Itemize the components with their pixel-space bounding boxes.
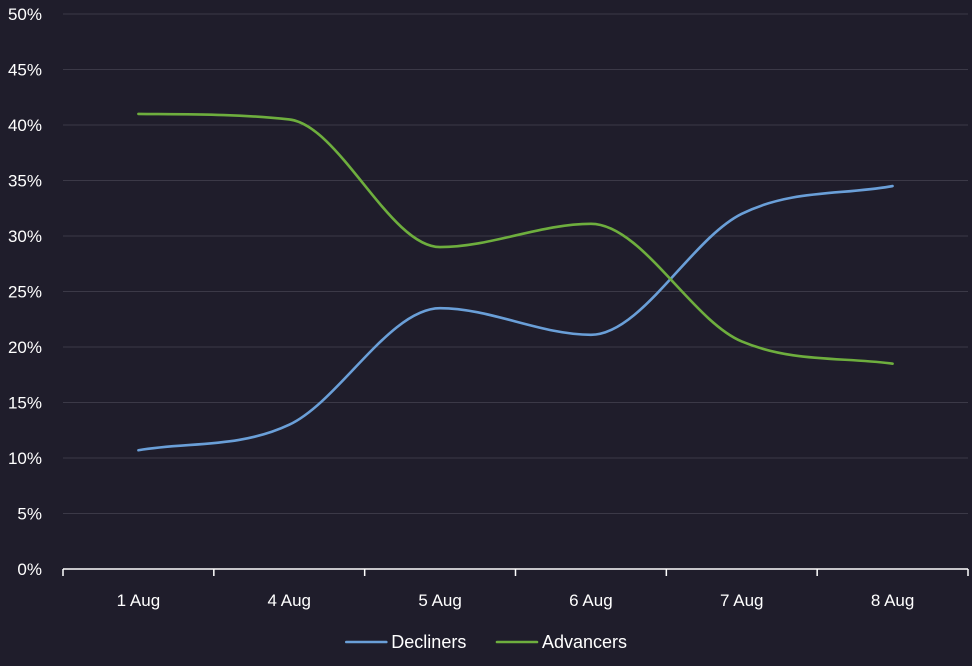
- series-line-decliners: [137, 184, 894, 452]
- y-tick-label: 45%: [8, 61, 42, 80]
- y-tick-label: 0%: [17, 560, 42, 579]
- y-tick-label: 25%: [8, 283, 42, 302]
- y-tick-label: 40%: [8, 116, 42, 135]
- legend: Decliners Advancers: [344, 632, 627, 652]
- series-lines: [137, 112, 894, 452]
- series-line-advancers: [137, 112, 894, 365]
- y-tick-label: 15%: [8, 394, 42, 413]
- legend-label-decliners: Decliners: [391, 632, 466, 652]
- legend-label-advancers: Advancers: [542, 632, 627, 652]
- x-tick-label: 7 Aug: [720, 591, 764, 610]
- y-axis: 0% 5% 10% 15% 20% 25% 30% 35% 40% 45% 50%: [8, 5, 42, 579]
- x-tick-label: 5 Aug: [418, 591, 462, 610]
- x-tick-label: 1 Aug: [117, 591, 161, 610]
- x-axis: 1 Aug 4 Aug 5 Aug 6 Aug 7 Aug 8 Aug: [62, 568, 969, 610]
- y-tick-label: 50%: [8, 5, 42, 24]
- y-tick-label: 35%: [8, 172, 42, 191]
- x-tick-label: 6 Aug: [569, 591, 613, 610]
- y-tick-label: 5%: [17, 505, 42, 524]
- y-tick-label: 10%: [8, 449, 42, 468]
- y-tick-label: 30%: [8, 227, 42, 246]
- y-tick-label: 20%: [8, 338, 42, 357]
- gridlines: [63, 13, 968, 514]
- x-tick-label: 8 Aug: [871, 591, 915, 610]
- x-tick-label: 4 Aug: [268, 591, 312, 610]
